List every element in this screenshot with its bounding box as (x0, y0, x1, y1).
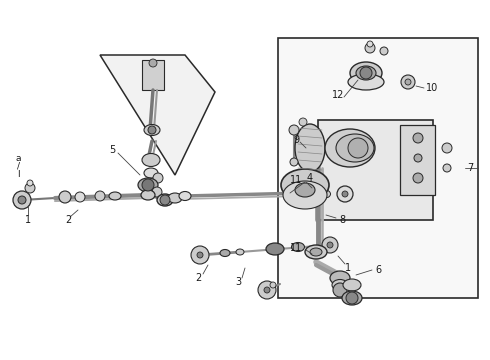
Circle shape (59, 191, 71, 203)
Circle shape (289, 125, 299, 135)
Ellipse shape (144, 168, 158, 178)
Circle shape (160, 195, 170, 205)
Circle shape (348, 138, 368, 158)
Circle shape (360, 67, 372, 79)
Ellipse shape (295, 183, 315, 197)
Ellipse shape (283, 181, 327, 209)
Circle shape (380, 47, 388, 55)
Text: 10: 10 (426, 83, 438, 93)
Circle shape (264, 287, 270, 293)
Text: l: l (17, 170, 19, 179)
Circle shape (13, 191, 31, 209)
Ellipse shape (330, 271, 350, 285)
Circle shape (95, 191, 105, 201)
Text: 7: 7 (467, 163, 473, 173)
Circle shape (413, 173, 423, 183)
Text: /: / (17, 162, 20, 171)
Ellipse shape (157, 194, 173, 206)
Circle shape (346, 292, 358, 304)
Ellipse shape (142, 153, 160, 166)
Ellipse shape (336, 134, 374, 162)
Ellipse shape (138, 178, 158, 192)
Text: 4: 4 (307, 173, 313, 183)
Text: 12: 12 (332, 90, 344, 100)
Text: 6: 6 (375, 265, 381, 275)
Circle shape (290, 158, 298, 166)
Circle shape (142, 179, 154, 191)
Circle shape (149, 59, 157, 67)
Text: 11: 11 (290, 175, 302, 185)
Text: 2: 2 (195, 273, 201, 283)
Circle shape (148, 126, 156, 134)
Text: 1: 1 (345, 263, 351, 273)
Ellipse shape (144, 125, 160, 135)
Circle shape (191, 246, 209, 264)
Circle shape (153, 173, 163, 183)
Bar (318, 120, 433, 220)
Ellipse shape (168, 193, 182, 203)
Ellipse shape (295, 124, 325, 172)
Text: 3: 3 (235, 277, 241, 287)
Ellipse shape (141, 190, 155, 200)
Circle shape (25, 183, 35, 193)
Circle shape (365, 43, 375, 53)
Polygon shape (100, 55, 215, 175)
Text: 8: 8 (339, 215, 345, 225)
Ellipse shape (319, 190, 330, 198)
Ellipse shape (325, 129, 375, 167)
Ellipse shape (281, 169, 329, 201)
Bar (278, 38, 478, 298)
Text: 2: 2 (65, 215, 71, 225)
Ellipse shape (220, 249, 230, 257)
Circle shape (414, 154, 422, 162)
Ellipse shape (236, 249, 244, 255)
Circle shape (327, 242, 333, 248)
Circle shape (152, 187, 162, 197)
Circle shape (27, 180, 33, 186)
Ellipse shape (342, 291, 362, 305)
Ellipse shape (305, 245, 327, 259)
Circle shape (401, 75, 415, 89)
Bar (400, 125, 435, 195)
Circle shape (413, 133, 423, 143)
Ellipse shape (310, 248, 322, 256)
Circle shape (197, 252, 203, 258)
Circle shape (75, 192, 85, 202)
Circle shape (333, 283, 347, 297)
Circle shape (322, 237, 338, 253)
Circle shape (299, 118, 307, 126)
Circle shape (342, 191, 348, 197)
Text: 5: 5 (109, 145, 115, 155)
Ellipse shape (343, 279, 361, 291)
Bar (142, 60, 164, 90)
Ellipse shape (356, 66, 376, 80)
Text: 1: 1 (25, 215, 31, 225)
Ellipse shape (350, 62, 382, 84)
Text: 11: 11 (290, 243, 302, 253)
Ellipse shape (109, 192, 121, 200)
Circle shape (337, 186, 353, 202)
Ellipse shape (179, 192, 191, 201)
Circle shape (258, 281, 276, 299)
Circle shape (18, 196, 26, 204)
Circle shape (442, 143, 452, 153)
Ellipse shape (292, 243, 304, 252)
Circle shape (270, 282, 276, 288)
Circle shape (367, 41, 373, 47)
Text: 9: 9 (293, 135, 299, 145)
Circle shape (405, 79, 411, 85)
Ellipse shape (332, 279, 348, 291)
Ellipse shape (348, 74, 384, 90)
Ellipse shape (266, 243, 284, 255)
Text: a: a (15, 153, 21, 162)
Circle shape (443, 164, 451, 172)
